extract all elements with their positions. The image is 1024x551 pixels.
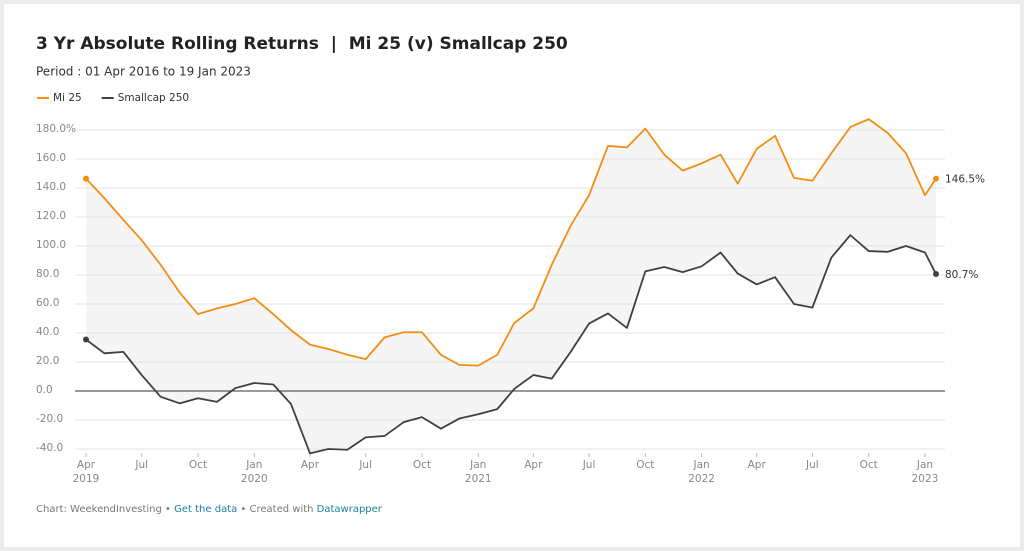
series-line <box>85 118 937 367</box>
x-tick-label: Apr <box>748 459 767 471</box>
y-tick-label: 80.0 <box>36 268 59 280</box>
footer-text: • <box>162 504 174 515</box>
x-tick-label: Apr <box>301 459 320 471</box>
chart-title: 3 Yr Absolute Rolling Returns | Mi 25 (v… <box>36 34 568 54</box>
y-tick-label: 60.0 <box>36 297 59 309</box>
end-dot <box>83 175 89 182</box>
x-tick-label: Apr <box>524 459 543 471</box>
footer-text: Chart: WeekendInvesting <box>36 504 162 515</box>
x-tick-label: Jan 2022 <box>688 459 715 485</box>
y-tick-label: 40.0 <box>36 326 59 338</box>
footer-link[interactable]: Get the data <box>174 504 237 515</box>
x-tick-label: Jan 2020 <box>241 459 268 485</box>
y-tick-label: -20.0 <box>36 413 63 425</box>
legend-label: Smallcap 250 <box>118 92 189 104</box>
y-tick-label: 20.0 <box>36 355 59 367</box>
series-line <box>85 234 937 455</box>
y-tick-label: 100.0 <box>36 239 66 251</box>
end-dot <box>933 175 939 182</box>
x-tick-label: Oct <box>860 459 878 471</box>
value-label: 146.5% <box>945 174 985 186</box>
y-tick-label: 180.0% <box>36 123 76 135</box>
x-tick-label: Oct <box>636 459 654 471</box>
range-area <box>86 119 936 454</box>
chart-subtitle: Period : 01 Apr 2016 to 19 Jan 2023 <box>36 65 251 79</box>
x-tick-label: Jul <box>358 459 372 471</box>
x-tick-label: Apr 2019 <box>73 459 100 485</box>
footer-text: • Created with <box>237 504 316 515</box>
footer: Chart: WeekendInvesting • Get the data •… <box>36 504 383 515</box>
value-label: 80.7% <box>945 269 978 281</box>
footer-link[interactable]: Datawrapper <box>317 504 383 515</box>
y-tick-label: 160.0 <box>36 152 66 164</box>
x-tick-label: Jan 2023 <box>912 459 939 485</box>
x-tick-label: Jul <box>134 459 148 471</box>
y-tick-label: -40.0 <box>36 442 63 454</box>
x-tick-label: Jul <box>805 459 819 471</box>
legend-label: Mi 25 <box>53 92 82 104</box>
x-tick-label: Oct <box>413 459 431 471</box>
x-tick-label: Jul <box>582 459 596 471</box>
y-tick-label: 140.0 <box>36 181 66 193</box>
end-dot <box>933 270 939 277</box>
x-tick-label: Jan 2021 <box>465 459 492 485</box>
y-tick-label: 0.0 <box>36 384 53 396</box>
end-dot <box>83 336 89 343</box>
y-tick-label: 120.0 <box>36 210 66 222</box>
x-tick-label: Oct <box>189 459 207 471</box>
